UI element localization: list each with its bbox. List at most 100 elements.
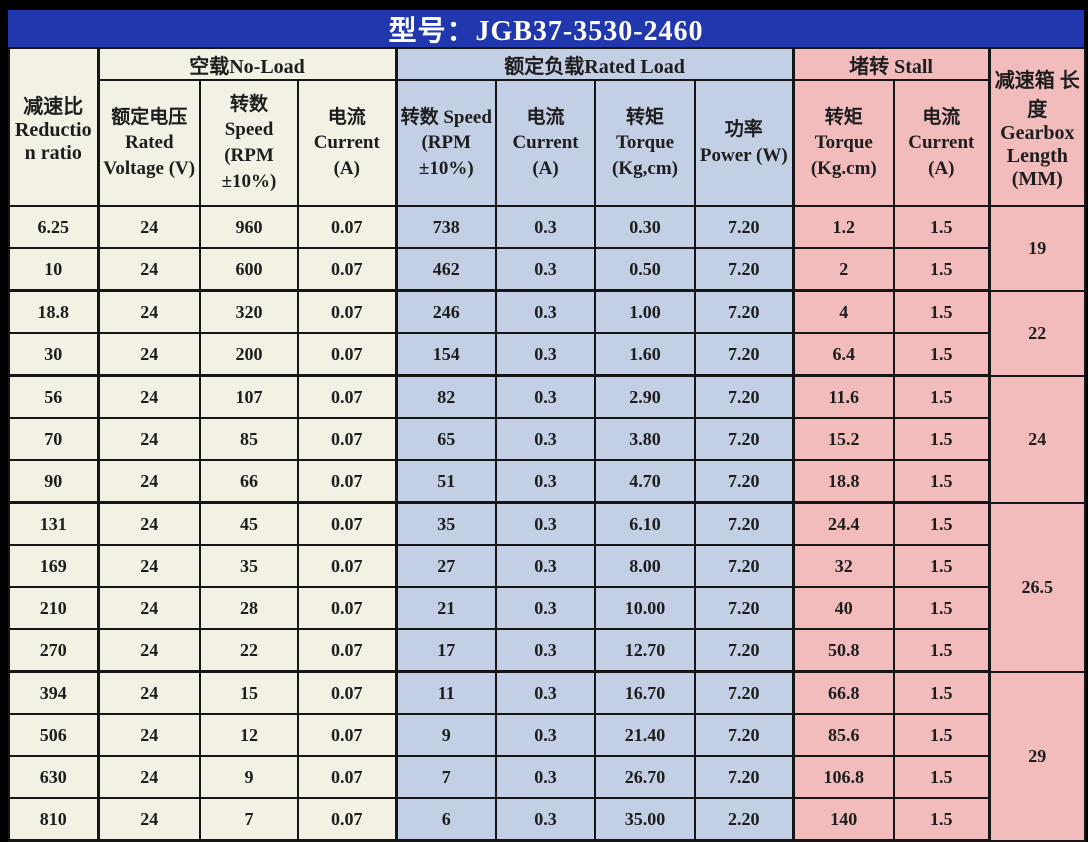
cell-stall-torque: 32 — [791, 544, 896, 588]
cell-stall-current: 1.5 — [893, 417, 991, 461]
cell-ratio: 394 — [8, 670, 99, 715]
cell-rated-torque: 1.00 — [594, 289, 697, 334]
cell-ratio: 270 — [8, 628, 99, 673]
cell-rated-current: 0.3 — [495, 586, 597, 630]
header-rated-current: 电流 Current (A) — [495, 79, 597, 207]
cell-rated-torque: 1.60 — [594, 332, 697, 377]
cell-stall-torque: 140 — [791, 797, 896, 842]
cell-ratio: 90 — [8, 459, 99, 504]
header-noload-speed: 转数 Speed (RPM ±10%) — [199, 79, 299, 207]
cell-ratio: 810 — [8, 797, 99, 842]
spec-sheet: 型号：JGB37-3530-2460 减速比 Reduction ratio 空… — [8, 10, 1087, 842]
cell-rated-current: 0.3 — [495, 713, 597, 757]
cell-rated-torque: 26.70 — [594, 755, 697, 799]
cell-voltage: 24 — [96, 459, 201, 504]
cell-noload-current: 0.07 — [296, 755, 398, 799]
cell-stall-torque: 66.8 — [791, 670, 896, 715]
cell-ratio: 630 — [8, 755, 99, 799]
cell-stall-torque: 4 — [791, 289, 896, 334]
cell-rated-speed: 17 — [394, 628, 498, 673]
cell-noload-current: 0.07 — [296, 544, 398, 588]
cell-noload-current: 0.07 — [296, 713, 398, 757]
cell-voltage: 24 — [96, 628, 201, 673]
cell-noload-current: 0.07 — [296, 289, 398, 334]
cell-noload-current: 0.07 — [296, 628, 398, 673]
cell-noload-speed: 12 — [199, 713, 299, 757]
cell-rated-current: 0.3 — [495, 755, 597, 799]
cell-rated-speed: 21 — [394, 586, 498, 630]
cell-noload-speed: 85 — [199, 417, 299, 461]
cell-rated-speed: 462 — [394, 247, 498, 292]
cell-rated-torque: 0.50 — [594, 247, 697, 292]
group-header-stall: 堵转 Stall — [791, 47, 991, 81]
cell-rated-current: 0.3 — [495, 501, 597, 546]
cell-stall-torque: 2 — [791, 247, 896, 292]
cell-rated-speed: 11 — [394, 670, 498, 715]
cell-noload-current: 0.07 — [296, 501, 398, 546]
cell-voltage: 24 — [96, 797, 201, 842]
cell-stall-torque: 15.2 — [791, 417, 896, 461]
cell-gearbox-length: 24 — [987, 374, 1087, 504]
cell-stall-current: 1.5 — [893, 459, 991, 504]
cell-noload-current: 0.07 — [296, 205, 398, 249]
cell-noload-current: 0.07 — [296, 247, 398, 292]
cell-stall-current: 1.5 — [893, 713, 991, 757]
cell-gearbox-length: 22 — [987, 289, 1087, 377]
cell-ratio: 10 — [8, 247, 99, 292]
cell-rated-torque: 16.70 — [594, 670, 697, 715]
cell-rated-current: 0.3 — [495, 670, 597, 715]
cell-stall-current: 1.5 — [893, 332, 991, 377]
cell-rated-torque: 0.30 — [594, 205, 697, 249]
cell-stall-current: 1.5 — [893, 755, 991, 799]
cell-noload-speed: 66 — [199, 459, 299, 504]
table-body: 6.25 24 960 0.07 738 0.3 0.30 7.20 1.2 1.5 19 10 24 6… — [8, 205, 1087, 842]
cell-voltage: 24 — [96, 586, 201, 630]
header-power: 功率 Power (W) — [694, 79, 795, 207]
cell-noload-current: 0.07 — [296, 670, 398, 715]
cell-rated-speed: 82 — [394, 374, 498, 419]
cell-noload-speed: 320 — [199, 289, 299, 334]
cell-ratio: 30 — [8, 332, 99, 377]
cell-power: 7.20 — [694, 628, 795, 673]
table-row: 810 24 7 0.07 6 0.3 35.00 2.20 140 1.5 — [8, 797, 1085, 842]
cell-rated-current: 0.3 — [495, 332, 597, 377]
cell-noload-speed: 600 — [199, 247, 299, 292]
cell-rated-torque: 35.00 — [594, 797, 697, 842]
cell-ratio: 210 — [8, 586, 99, 630]
cell-voltage: 24 — [96, 289, 201, 334]
cell-voltage: 24 — [96, 544, 201, 588]
cell-noload-current: 0.07 — [296, 332, 398, 377]
cell-stall-torque: 6.4 — [791, 332, 896, 377]
cell-stall-torque: 1.2 — [791, 205, 896, 249]
cell-noload-speed: 960 — [199, 205, 299, 249]
table-row: 56 24 107 0.07 82 0.3 2.90 7.20 11.6 1.5 24 — [8, 374, 1087, 504]
cell-stall-current: 1.5 — [893, 628, 991, 673]
table-row: 131 24 45 0.07 35 0.3 6.10 7.20 24.4 1.5 26.5 — [8, 501, 1087, 673]
cell-rated-current: 0.3 — [495, 247, 597, 292]
cell-voltage: 24 — [96, 713, 201, 757]
table-row: 394 24 15 0.07 11 0.3 16.70 7.20 66.8 1.5 29 — [8, 670, 1087, 842]
cell-noload-speed: 15 — [199, 670, 299, 715]
cell-rated-current: 0.3 — [495, 628, 597, 673]
cell-ratio: 18.8 — [8, 289, 99, 334]
header-noload-current: 电流 Current (A) — [296, 79, 398, 207]
cell-ratio: 131 — [8, 501, 99, 546]
cell-power: 7.20 — [694, 289, 795, 334]
cell-gearbox-length: 29 — [987, 670, 1087, 842]
cell-noload-speed: 35 — [199, 544, 299, 588]
model-title: 型号：JGB37-3530-2460 — [388, 15, 704, 47]
table-row: 6.25 24 960 0.07 738 0.3 0.30 7.20 1.2 1.5 19 — [8, 205, 1087, 292]
cell-power: 7.20 — [694, 755, 795, 799]
cell-rated-torque: 2.90 — [594, 374, 697, 419]
table-row: 630 24 9 0.07 7 0.3 26.70 7.20 106.8 1.5 — [8, 755, 1085, 799]
cell-power: 2.20 — [694, 797, 795, 842]
cell-gearbox-length: 26.5 — [987, 501, 1087, 673]
cell-voltage: 24 — [96, 332, 201, 377]
table-row: 70 24 85 0.07 65 0.3 3.80 7.20 15.2 1.5 — [8, 417, 1085, 461]
group-header-rated-load: 额定负载Rated Load — [394, 47, 795, 81]
cell-noload-speed: 9 — [199, 755, 299, 799]
table-row: 18.8 24 320 0.07 246 0.3 1.00 7.20 4 1.5 22 — [8, 289, 1087, 377]
cell-voltage: 24 — [96, 501, 201, 546]
cell-ratio: 6.25 — [8, 205, 99, 249]
cell-ratio: 70 — [8, 417, 99, 461]
